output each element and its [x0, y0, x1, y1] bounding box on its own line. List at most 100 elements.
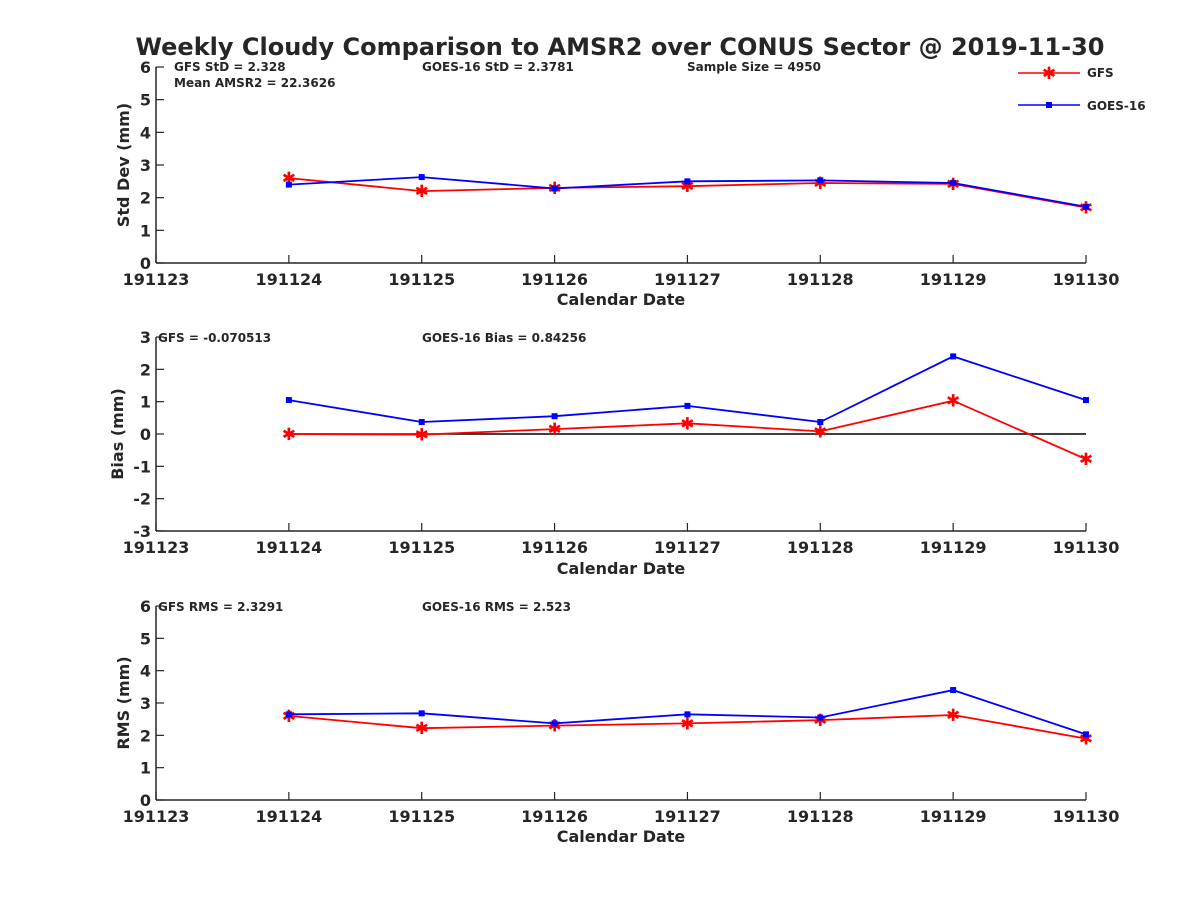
- x-tick-label: 191124: [255, 270, 322, 289]
- x-tick-label: 191129: [920, 807, 987, 826]
- point-goes16: [1083, 397, 1089, 404]
- y-tick-label: 4: [140, 123, 151, 142]
- point-goes16: [1083, 203, 1089, 210]
- x-tick-label: 191125: [388, 807, 455, 826]
- y-tick-label: 6: [140, 58, 151, 77]
- annotation-gfs-bias: GFS = -0.070513: [158, 331, 271, 345]
- y-tick-label: 1: [140, 221, 151, 240]
- x-tick-label: 191126: [521, 807, 588, 826]
- point-gfs: ✱: [1079, 730, 1093, 750]
- y-ticks: -3 -2 -1 0 1 2 3: [133, 328, 164, 541]
- y-tick-label: 2: [140, 726, 151, 745]
- annotation-goes16-bias: GOES-16 Bias = 0.84256: [422, 331, 586, 345]
- x-ticks: 191123 191124 191125 191126 191127 191128 1911…: [123, 523, 1120, 557]
- figure-title: Weekly Cloudy Comparison to AMSR2 over C…: [136, 33, 1105, 61]
- y-ticks: 0 1 2 3 4 5 6: [140, 597, 164, 810]
- y-tick-label: 5: [140, 91, 151, 110]
- y-axis-label: RMS (mm): [114, 656, 133, 749]
- x-tick-label: 191130: [1053, 807, 1120, 826]
- x-tick-label: 191124: [255, 807, 322, 826]
- point-goes16: [551, 720, 558, 727]
- annotation-gfs-rms: GFS RMS = 2.3291: [158, 600, 283, 614]
- x-tick-label: 191125: [388, 270, 455, 289]
- plot-series: ✱✱✱✱✱✱✱: [282, 687, 1093, 750]
- point-goes16: [817, 714, 824, 721]
- y-axis-label: Std Dev (mm): [114, 103, 133, 227]
- point-goes16: [817, 177, 824, 184]
- y-tick-label: 2: [140, 189, 151, 208]
- point-goes16: [950, 353, 957, 360]
- legend: ✱ GFS GOES-16: [1018, 64, 1146, 113]
- y-tick-label: 6: [140, 597, 151, 616]
- point-gfs: ✱: [547, 420, 561, 440]
- x-tick-label: 191123: [123, 807, 190, 826]
- x-tick-label: 191127: [654, 538, 721, 557]
- point-gfs: ✱: [946, 392, 960, 412]
- point-gfs: ✱: [813, 711, 827, 731]
- y-tick-label: -2: [133, 490, 151, 509]
- x-tick-label: 191130: [1053, 538, 1120, 557]
- point-goes16: [285, 181, 292, 188]
- point-gfs: ✱: [946, 706, 960, 726]
- y-tick-label: 3: [140, 156, 151, 175]
- x-ticks: 191123 191124 191125 191126 191127 191128 1911…: [123, 255, 1120, 289]
- point-goes16: [817, 419, 824, 426]
- series-line-gfs: [288, 714, 1087, 740]
- point-goes16: [551, 413, 558, 420]
- y-axis-label: Bias (mm): [108, 388, 127, 480]
- point-goes16: [950, 687, 957, 694]
- y-tick-label: 2: [140, 360, 151, 379]
- y-tick-label: 3: [140, 328, 151, 347]
- x-ticks: 191123 191124 191125 191126 191127 191128 1911…: [123, 792, 1120, 826]
- point-gfs: ✱: [415, 719, 429, 739]
- y-ticks: 0 1 2 3 4 5 6: [140, 58, 164, 273]
- plot-series: ✱✱✱✱✱✱✱: [282, 353, 1093, 470]
- x-tick-label: 191128: [787, 538, 854, 557]
- point-gfs: ✱: [813, 174, 827, 194]
- x-tick-label: 191123: [123, 538, 190, 557]
- x-tick-label: 191126: [521, 270, 588, 289]
- y-tick-label: 0: [140, 425, 151, 444]
- point-goes16: [684, 402, 691, 409]
- x-tick-label: 191128: [787, 807, 854, 826]
- y-tick-label: 0: [140, 254, 151, 273]
- annotation-sample-size: Sample Size = 4950: [687, 60, 821, 74]
- y-tick-label: 1: [140, 759, 151, 778]
- y-tick-label: 4: [140, 662, 151, 681]
- y-tick-label: 0: [140, 791, 151, 810]
- x-tick-label: 191129: [920, 270, 987, 289]
- point-goes16: [285, 711, 292, 718]
- point-goes16: [418, 419, 425, 426]
- point-gfs: ✱: [680, 414, 694, 434]
- series-line-gfs: [288, 399, 1087, 461]
- legend-label-gfs: GFS: [1087, 66, 1114, 80]
- x-tick-label: 191127: [654, 807, 721, 826]
- point-goes16: [551, 185, 558, 192]
- annotation-mean-amsr2: Mean AMSR2 = 22.3626: [174, 76, 335, 90]
- x-axis-label: Calendar Date: [557, 290, 686, 309]
- x-tick-label: 191125: [388, 538, 455, 557]
- point-gfs: ✱: [813, 422, 827, 442]
- y-tick-label: 3: [140, 694, 151, 713]
- x-tick-label: 191124: [255, 538, 322, 557]
- annotation-gfs-std: GFS StD = 2.328: [174, 60, 286, 74]
- y-tick-label: 1: [140, 393, 151, 412]
- x-tick-label: 191128: [787, 270, 854, 289]
- point-goes16: [1083, 731, 1089, 738]
- x-tick-label: 191130: [1053, 270, 1120, 289]
- y-tick-label: -1: [133, 457, 151, 476]
- x-axis-label: Calendar Date: [557, 559, 686, 578]
- x-axis-label: Calendar Date: [557, 827, 686, 846]
- y-tick-label: -3: [133, 522, 151, 541]
- point-goes16: [418, 174, 425, 181]
- x-tick-label: 191127: [654, 270, 721, 289]
- legend-marker-gfs: ✱: [1042, 64, 1056, 84]
- point-goes16: [684, 178, 691, 185]
- plot-series: ✱✱✱✱✱✱✱: [282, 169, 1093, 218]
- x-tick-label: 191123: [123, 270, 190, 289]
- point-goes16: [684, 711, 691, 718]
- point-gfs: ✱: [415, 182, 429, 202]
